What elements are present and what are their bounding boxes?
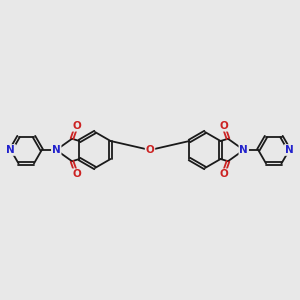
Text: O: O (219, 121, 228, 131)
Text: N: N (239, 145, 248, 155)
Text: O: O (219, 169, 228, 179)
Text: O: O (72, 121, 81, 131)
Text: N: N (6, 145, 15, 155)
Text: N: N (285, 145, 294, 155)
Text: N: N (52, 145, 61, 155)
Text: O: O (72, 169, 81, 179)
Text: O: O (146, 145, 154, 155)
